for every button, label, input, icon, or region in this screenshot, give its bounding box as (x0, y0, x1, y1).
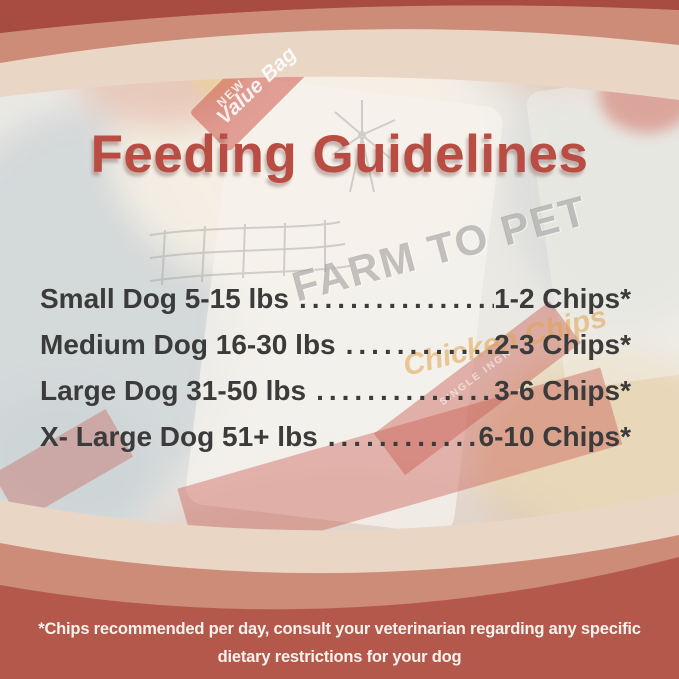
footnote-line-1: *Chips recommended per day, consult your… (38, 620, 641, 638)
dot-leader: .............. (345, 329, 494, 360)
top-red-band (0, 0, 679, 33)
feeding-row-large-dog: Large Dog 31-50 lbs ................... … (40, 375, 631, 421)
feeding-row-value: 2-3 Chips* (494, 329, 631, 360)
feeding-row-value: 6-10 Chips* (478, 421, 632, 452)
feeding-row-value: 1-2 Chips* (494, 283, 631, 314)
feeding-row-medium-dog: Medium Dog 16-30 lbs .............. 2-3 … (40, 329, 631, 375)
feeding-row-label: Large Dog 31-50 lbs (40, 375, 307, 406)
treat-bag-shape (186, 77, 503, 531)
feeding-table: Small Dog 5-15 lbs .....................… (40, 283, 631, 467)
footnote: *Chips recommended per day, consult your… (0, 615, 679, 671)
feeding-row-label: Small Dog 5-15 lbs (40, 283, 289, 314)
page-title: Feeding Guidelines (90, 125, 589, 184)
feeding-row-label: Medium Dog 16-30 lbs (40, 329, 336, 360)
dot-leader: .................. (327, 421, 479, 452)
feeding-row-value: 3-6 Chips* (494, 375, 631, 406)
dot-leader: ..................... (298, 283, 494, 314)
feeding-row-label: X- Large Dog 51+ lbs (40, 421, 318, 452)
feeding-row-small-dog: Small Dog 5-15 lbs .....................… (40, 283, 631, 329)
farm-sketch-lines (149, 100, 396, 286)
dot-leader: ................... (316, 375, 495, 406)
value-bag-ribbon (191, 76, 327, 151)
feeding-row-xlarge-dog: X- Large Dog 51+ lbs .................. … (40, 421, 631, 467)
footnote-line-2: dietary restrictions for your dog (217, 648, 462, 666)
